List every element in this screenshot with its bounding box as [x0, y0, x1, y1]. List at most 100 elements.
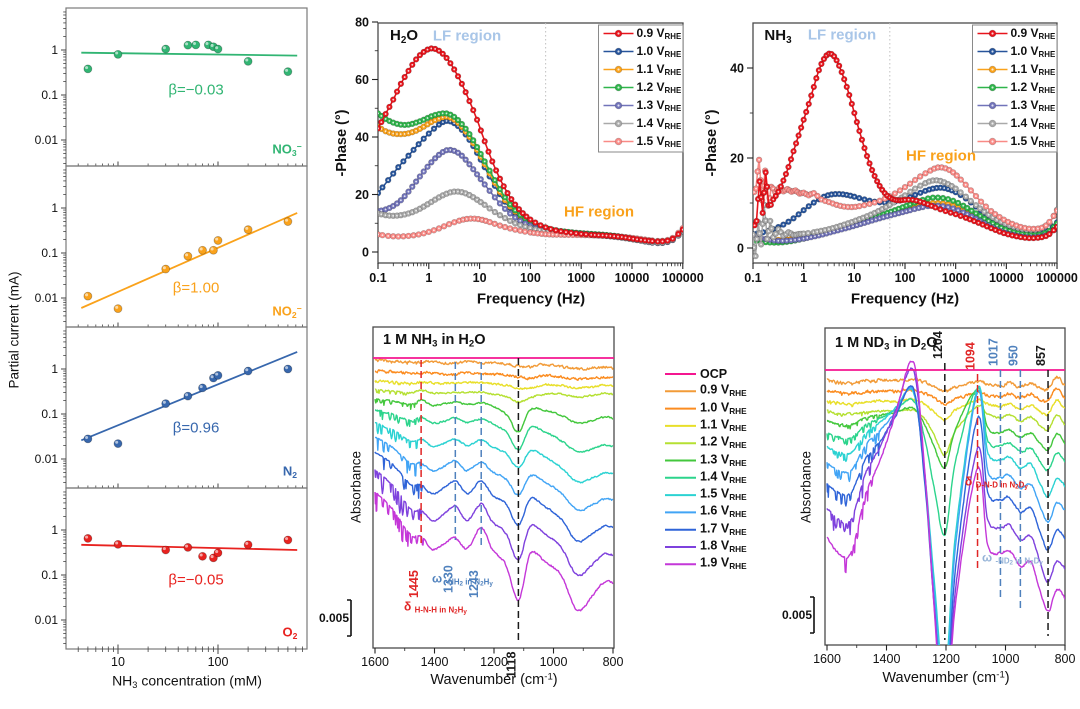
bode-h2o-marker-dot: [483, 203, 486, 206]
bode-h2o-marker-dot: [483, 183, 486, 186]
bode-nh3-marker-dot: [964, 195, 967, 198]
bode-h2o-marker-dot: [636, 238, 639, 241]
bode-nh3-marker-dot: [774, 232, 777, 235]
bode-nh3-marker-dot: [904, 198, 906, 201]
bode-nh3-marker-dot: [935, 179, 938, 182]
bode-nh3-marker-dot: [974, 195, 977, 198]
bode-h2o-marker: [378, 189, 382, 197]
bode-nh3-marker-dot: [766, 185, 769, 188]
ftir-d2o-spectrum-2: [826, 387, 1065, 406]
bode-nh3-marker-dot: [855, 121, 858, 124]
bode-nh3-marker-dot: [854, 219, 857, 222]
bode-nh3-y-tick-label: 20: [730, 152, 744, 166]
bode-h2o-marker-dot: [411, 131, 414, 134]
left-panel-2-data-point: [183, 391, 193, 401]
bode-nh3-marker-dot: [760, 196, 763, 199]
bode-nh3-marker-dot: [974, 204, 977, 207]
bode-h2o-marker-dot: [397, 166, 400, 169]
left-panel-1-data-point-highlight: [285, 218, 289, 222]
bode-h2o-marker-dot: [418, 54, 421, 57]
bode-nh3-marker-dot: [950, 189, 953, 192]
bode-h2o-marker-dot: [544, 226, 547, 229]
bode-nh3-marker-dot: [883, 197, 886, 200]
bode-nh3-marker-dot: [1019, 225, 1022, 228]
bode-h2o-legend-marker-dot: [617, 50, 620, 53]
bode-h2o-marker-dot: [469, 217, 472, 220]
bode-h2o-marker-dot: [438, 153, 440, 156]
bode-h2o-marker-dot: [488, 189, 491, 192]
bode-h2o-marker-dot: [427, 230, 430, 233]
bode-nh3-marker-dot: [931, 196, 934, 199]
bode-h2o-marker-dot: [504, 226, 506, 229]
bode-h2o-marker-dot: [396, 122, 398, 125]
bode-nh3-marker-dot: [939, 180, 942, 182]
bode-h2o-marker-dot: [498, 202, 501, 205]
bode-nh3-marker-dot: [792, 150, 795, 153]
bode-h2o-marker-dot: [529, 218, 532, 221]
left-panel-3-data-point-highlight: [285, 537, 289, 541]
bode-nh3-marker-dot: [942, 205, 944, 208]
bode-nh3-marker-dot: [761, 211, 764, 214]
bode-nh3-marker-dot: [950, 185, 953, 187]
left-panel-2-data-point-highlight: [85, 436, 89, 440]
bode-nh3-marker-dot: [812, 231, 815, 234]
left-panel-2-ytick: 1: [51, 362, 58, 376]
bode-nh3-marker-dot: [797, 134, 800, 137]
bode-nh3-marker-dot: [802, 209, 805, 212]
bode-nh3-x-tick-label: 100: [895, 271, 916, 285]
bode-nh3-marker-dot: [907, 198, 910, 201]
bode-h2o-marker-dot: [392, 121, 395, 124]
bode-nh3-marker-dot: [919, 175, 922, 178]
left-panel-3-ytick: 0.01: [35, 613, 59, 627]
bode-h2o-marker-dot: [392, 235, 395, 238]
bode-nh3-marker-dot: [807, 103, 810, 105]
bode-nh3-marker-dot: [873, 211, 876, 214]
bode-nh3-marker-dot: [754, 255, 757, 258]
bode-nh3-marker-dot: [868, 162, 871, 165]
bode-h2o-marker-dot: [570, 231, 572, 234]
bode-nh3-marker-dot: [817, 234, 820, 237]
bode-h2o-marker-dot: [449, 120, 452, 123]
bode-nh3-marker-dot: [824, 200, 827, 202]
bode-nh3-x-tick-label: 1: [800, 271, 807, 285]
bode-nh3-marker: [753, 231, 757, 238]
bode-nh3-marker-dot: [924, 182, 927, 185]
bode-nh3-marker-dot: [822, 58, 825, 60]
bode-h2o-marker-dot: [677, 233, 680, 235]
bode-h2o-marker-dot: [481, 218, 484, 221]
bode-nh3-marker-dot: [1052, 229, 1055, 232]
bode-h2o-marker-dot: [392, 214, 395, 217]
bode-h2o-marker-dot: [491, 160, 494, 163]
bode-nh3-marker-dot: [952, 171, 955, 174]
bode-nh3-marker-dot: [893, 209, 896, 212]
bode-h2o-marker-dot: [468, 133, 471, 136]
bode-nh3-marker-dot: [820, 62, 823, 65]
bode-nh3-marker-dot: [871, 219, 874, 222]
bode-nh3-marker-dot: [855, 224, 858, 227]
bode-nh3-marker-dot: [763, 191, 766, 194]
bode-h2o-marker-dot: [509, 203, 512, 206]
bode-h2o-marker-dot: [476, 118, 479, 121]
bode-nh3-marker-dot: [919, 191, 922, 194]
bode-h2o-marker-dot: [417, 143, 420, 146]
bode-nh3-x-tick-label: 10000: [989, 271, 1024, 285]
bode-h2o-marker-dot: [426, 48, 429, 51]
bode-nh3-marker-dot: [794, 238, 797, 241]
bode-nh3-marker-dot: [820, 198, 823, 201]
left-panel-3-data-point-highlight: [115, 541, 119, 545]
bode-h2o-marker-dot: [378, 127, 379, 130]
bode-nh3-marker-dot: [968, 218, 971, 221]
bode-nh3-marker-dot: [828, 201, 830, 204]
bode-h2o-marker-dot: [453, 149, 456, 152]
bode-h2o-marker-dot: [403, 76, 406, 79]
bode-h2o-marker-dot: [498, 177, 501, 180]
bode-h2o-marker-dot: [529, 231, 532, 234]
bode-h2o-marker-dot: [415, 180, 418, 183]
bode-nh3-marker-dot: [1056, 225, 1057, 228]
bode-nh3-marker-dot: [1007, 220, 1009, 223]
bode-nh3-marker-dot: [840, 228, 843, 231]
bode-nh3-legend-marker-dot: [991, 86, 994, 89]
bode-nh3-marker-dot: [853, 195, 856, 198]
bode-h2o-marker-dot: [559, 230, 562, 233]
bode-h2o-marker-dot: [415, 209, 418, 212]
